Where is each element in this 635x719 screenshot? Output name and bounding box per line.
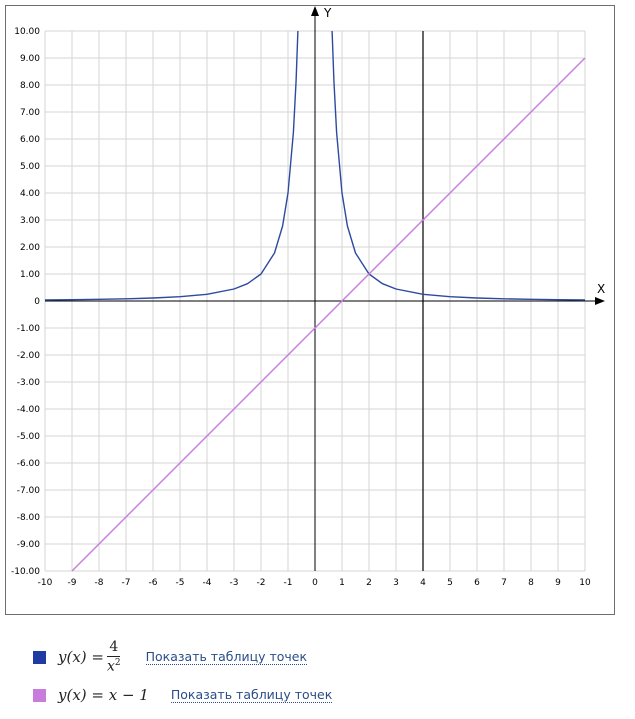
y-tick-label: -6.00 — [17, 459, 41, 469]
plot-area: X Y -10 -9 -8 -7 -6 -5 -4 -3 -2 -1 0 1 2 3 4 5 6 7 8 9 10 10.00… — [5, 5, 615, 615]
x-tick-label: 2 — [366, 578, 372, 588]
x-tick-label: 4 — [420, 578, 426, 588]
fraction: 4 x2 — [107, 640, 121, 674]
x-tick-label: -9 — [68, 578, 77, 588]
series-color-swatch — [33, 650, 46, 664]
series-color-swatch — [33, 688, 46, 702]
y-tick-label: 0 — [34, 297, 40, 307]
x-tick-label: -8 — [95, 578, 104, 588]
formula-lhs: y(x) = — [58, 648, 104, 666]
formula-x-minus-1: y(x) = x − 1 — [58, 686, 149, 704]
series-line-4-over-x-squared — [331, 30, 586, 301]
x-tick-label: -7 — [122, 578, 131, 588]
y-tick-label: -1.00 — [17, 324, 41, 334]
y-tick-label: 5.00 — [20, 162, 40, 172]
y-tick-label: 3.00 — [20, 216, 40, 226]
y-tick-label: 6.00 — [20, 135, 40, 145]
y-tick-label: 2.00 — [20, 243, 40, 253]
y-tick-label: -10.00 — [11, 567, 40, 577]
x-axis-label: X — [597, 282, 605, 296]
y-tick-label: 7.00 — [20, 108, 40, 118]
x-tick-label: 10 — [579, 578, 591, 588]
x-tick-label: 3 — [393, 578, 399, 588]
show-points-table-link[interactable]: Показать таблицу точек — [145, 648, 308, 665]
x-tick-label: 5 — [447, 578, 453, 588]
y-axis-label: Y — [323, 6, 332, 20]
y-tick-label: 1.00 — [20, 270, 40, 280]
x-tick-label: -1 — [284, 578, 293, 588]
x-tick-label: 9 — [555, 578, 561, 588]
series-line-x-minus-1 — [71, 57, 586, 572]
y-tick-label: 9.00 — [20, 54, 40, 64]
denominator-exponent: 2 — [114, 658, 121, 669]
y-tick-label: -5.00 — [17, 432, 41, 442]
x-tick-label: -4 — [203, 578, 212, 588]
y-tick-label: 4.00 — [20, 189, 40, 199]
show-points-table-link[interactable]: Показать таблицу точек — [170, 686, 333, 703]
x-tick-label: 1 — [339, 578, 345, 588]
y-tick-label: 8.00 — [20, 81, 40, 91]
legend-item-hyperbola: y(x) = 4 x2 Показать таблицу точек — [33, 640, 308, 674]
y-tick-label: 10.00 — [14, 27, 40, 37]
y-tick-label: -9.00 — [17, 540, 41, 550]
x-tick-label: -3 — [230, 578, 239, 588]
formula-4-over-x-squared: y(x) = 4 x2 — [58, 640, 124, 674]
denominator-base: x — [106, 658, 115, 675]
function-graph: XY-10 -9 -8 -7 -6 -5 -4 -3 -2 -1 0 1 2 3 4 5 6 7 8 9 1010.00… — [11, 6, 605, 588]
y-axis-arrow — [311, 6, 319, 16]
y-tick-label: -4.00 — [17, 405, 41, 415]
x-tick-label: -6 — [149, 578, 158, 588]
y-tick-label: -7.00 — [17, 486, 41, 496]
x-tick-label: -5 — [176, 578, 185, 588]
x-tick-label: -10 — [38, 578, 53, 588]
x-tick-label: 7 — [501, 578, 507, 588]
y-tick-label: -8.00 — [17, 513, 41, 523]
x-axis-arrow — [595, 297, 605, 305]
legend-item-linear: y(x) = x − 1 Показать таблицу точек — [33, 680, 333, 710]
x-tick-label: 8 — [528, 578, 534, 588]
fraction-denominator: x2 — [107, 657, 121, 674]
series-line-4-over-x-squared — [44, 30, 299, 301]
y-tick-label: -2.00 — [17, 351, 41, 361]
x-tick-label: -2 — [257, 578, 266, 588]
fraction-numerator: 4 — [107, 639, 121, 658]
x-tick-label: 6 — [474, 578, 480, 588]
y-tick-label: -3.00 — [17, 378, 41, 388]
x-tick-label: 0 — [312, 578, 318, 588]
